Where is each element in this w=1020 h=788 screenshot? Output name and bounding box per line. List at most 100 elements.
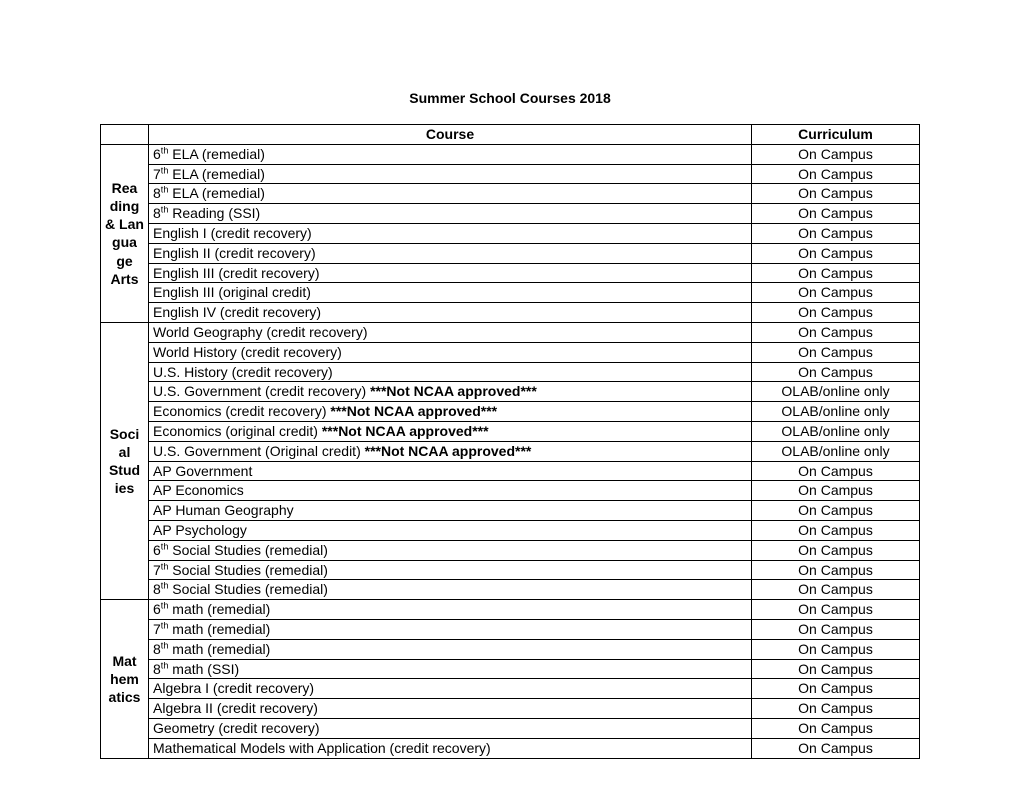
table-row: English III (original credit)On Campus (101, 283, 920, 303)
table-row: U.S. Government (credit recovery) ***Not… (101, 382, 920, 402)
course-cell: 6th ELA (remedial) (149, 144, 752, 164)
course-text-post: Social Studies (remedial) (168, 581, 328, 597)
table-row: 7th ELA (remedial)On Campus (101, 164, 920, 184)
course-cell: U.S. Government (Original credit) ***Not… (149, 441, 752, 461)
table-row: U.S. History (credit recovery)On Campus (101, 362, 920, 382)
curriculum-cell: On Campus (752, 144, 920, 164)
table-header-row: Course Curriculum (101, 125, 920, 145)
curriculum-cell: On Campus (752, 679, 920, 699)
table-row: Algebra I (credit recovery)On Campus (101, 679, 920, 699)
course-cell: Economics (original credit) ***Not NCAA … (149, 421, 752, 441)
course-text-pre: 7 (153, 621, 161, 637)
curriculum-cell: On Campus (752, 184, 920, 204)
course-text-pre: 7 (153, 166, 161, 182)
course-text-pre: 8 (153, 661, 161, 677)
column-header-category (101, 125, 149, 145)
curriculum-cell: On Campus (752, 619, 920, 639)
course-text-plain: Economics (original credit) (153, 423, 322, 439)
table-row: English II (credit recovery)On Campus (101, 243, 920, 263)
table-row: AP EconomicsOn Campus (101, 481, 920, 501)
curriculum-cell: On Campus (752, 283, 920, 303)
course-cell: Algebra I (credit recovery) (149, 679, 752, 699)
course-text-pre: 6 (153, 146, 161, 162)
course-cell: 8th Reading (SSI) (149, 204, 752, 224)
course-text-bold: ***Not NCAA approved*** (330, 403, 497, 419)
curriculum-cell: On Campus (752, 520, 920, 540)
course-text-plain: U.S. Government (credit recovery) (153, 383, 370, 399)
course-cell: 8th math (remedial) (149, 639, 752, 659)
course-cell: 7th ELA (remedial) (149, 164, 752, 184)
course-cell: English I (credit recovery) (149, 223, 752, 243)
curriculum-cell: On Campus (752, 461, 920, 481)
table-row: Mathematical Models with Application (cr… (101, 738, 920, 758)
course-cell: Economics (credit recovery) ***Not NCAA … (149, 402, 752, 422)
curriculum-cell: On Campus (752, 580, 920, 600)
course-cell: Algebra II (credit recovery) (149, 699, 752, 719)
course-cell: U.S. Government (credit recovery) ***Not… (149, 382, 752, 402)
curriculum-cell: On Campus (752, 600, 920, 620)
course-cell: English III (original credit) (149, 283, 752, 303)
course-text-bold: ***Not NCAA approved*** (370, 383, 537, 399)
table-row: 8th Reading (SSI)On Campus (101, 204, 920, 224)
table-row: Economics (credit recovery) ***Not NCAA … (101, 402, 920, 422)
curriculum-cell: On Campus (752, 204, 920, 224)
curriculum-cell: On Campus (752, 362, 920, 382)
course-cell: 7th math (remedial) (149, 619, 752, 639)
course-cell: 8th Social Studies (remedial) (149, 580, 752, 600)
table-row: Soci al Stud iesWorld Geography (credit … (101, 322, 920, 342)
column-header-curriculum: Curriculum (752, 125, 920, 145)
curriculum-cell: On Campus (752, 718, 920, 738)
table-row: Algebra II (credit recovery)On Campus (101, 699, 920, 719)
curriculum-cell: On Campus (752, 243, 920, 263)
table-row: English I (credit recovery)On Campus (101, 223, 920, 243)
table-row: 7th math (remedial)On Campus (101, 619, 920, 639)
curriculum-cell: On Campus (752, 322, 920, 342)
course-text-pre: 8 (153, 185, 161, 201)
course-cell: 6th Social Studies (remedial) (149, 540, 752, 560)
table-row: Economics (original credit) ***Not NCAA … (101, 421, 920, 441)
table-row: Mat hem atics6th math (remedial)On Campu… (101, 600, 920, 620)
course-cell: Geometry (credit recovery) (149, 718, 752, 738)
curriculum-cell: OLAB/online only (752, 402, 920, 422)
curriculum-cell: On Campus (752, 303, 920, 323)
courses-table: Course Curriculum Rea ding & Lan gua ge … (100, 124, 920, 759)
curriculum-cell: On Campus (752, 699, 920, 719)
course-text-post: Reading (SSI) (168, 205, 260, 221)
course-text-pre: 8 (153, 581, 161, 597)
table-row: 7th Social Studies (remedial)On Campus (101, 560, 920, 580)
course-cell: English III (credit recovery) (149, 263, 752, 283)
course-cell: U.S. History (credit recovery) (149, 362, 752, 382)
category-cell: Rea ding & Lan gua ge Arts (101, 144, 149, 322)
course-text-plain: Economics (credit recovery) (153, 403, 330, 419)
course-cell: AP Economics (149, 481, 752, 501)
curriculum-cell: On Campus (752, 639, 920, 659)
course-text-post: math (remedial) (168, 621, 270, 637)
course-text-bold: ***Not NCAA approved*** (365, 443, 532, 459)
curriculum-cell: OLAB/online only (752, 382, 920, 402)
curriculum-cell: On Campus (752, 223, 920, 243)
curriculum-cell: OLAB/online only (752, 421, 920, 441)
curriculum-cell: OLAB/online only (752, 441, 920, 461)
curriculum-cell: On Campus (752, 164, 920, 184)
table-row: Geometry (credit recovery)On Campus (101, 718, 920, 738)
course-cell: English IV (credit recovery) (149, 303, 752, 323)
course-cell: English II (credit recovery) (149, 243, 752, 263)
curriculum-cell: On Campus (752, 342, 920, 362)
course-cell: World Geography (credit recovery) (149, 322, 752, 342)
course-cell: AP Government (149, 461, 752, 481)
course-cell: Mathematical Models with Application (cr… (149, 738, 752, 758)
category-cell: Soci al Stud ies (101, 322, 149, 599)
curriculum-cell: On Campus (752, 481, 920, 501)
course-cell: 8th math (SSI) (149, 659, 752, 679)
table-row: AP PsychologyOn Campus (101, 520, 920, 540)
table-row: 8th ELA (remedial)On Campus (101, 184, 920, 204)
table-row: English III (credit recovery)On Campus (101, 263, 920, 283)
curriculum-cell: On Campus (752, 659, 920, 679)
table-row: AP Human GeographyOn Campus (101, 501, 920, 521)
table-row: AP GovernmentOn Campus (101, 461, 920, 481)
course-text-post: ELA (remedial) (168, 166, 264, 182)
course-text-pre: 6 (153, 601, 161, 617)
table-row: Rea ding & Lan gua ge Arts6th ELA (remed… (101, 144, 920, 164)
course-text-post: Social Studies (remedial) (168, 562, 328, 578)
course-text-plain: U.S. Government (Original credit) (153, 443, 365, 459)
